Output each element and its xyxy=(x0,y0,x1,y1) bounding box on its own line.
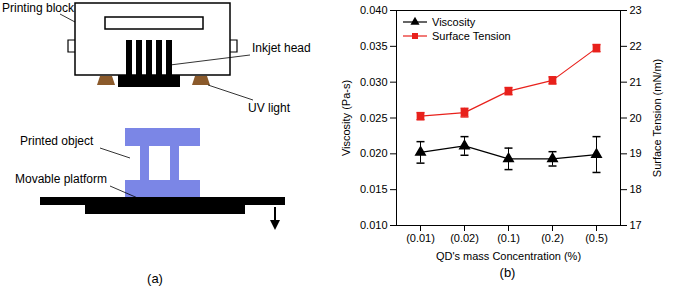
svg-text:UV light: UV light xyxy=(248,101,291,115)
svg-text:(0.02): (0.02) xyxy=(450,232,479,244)
svg-text:23: 23 xyxy=(630,4,642,16)
svg-text:Movable platform: Movable platform xyxy=(15,172,107,186)
svg-text:0.010: 0.010 xyxy=(360,219,388,231)
svg-text:(a): (a) xyxy=(147,271,163,286)
svg-text:0.030: 0.030 xyxy=(360,76,388,88)
svg-text:(0.01): (0.01) xyxy=(406,232,435,244)
svg-text:(0.5): (0.5) xyxy=(585,232,608,244)
html-text:(b): (b) xyxy=(499,265,516,280)
svg-text:0.020: 0.020 xyxy=(360,147,388,159)
svg-text:0.040: 0.040 xyxy=(360,4,388,16)
svg-text:18: 18 xyxy=(630,183,642,195)
svg-text:QD's mass Concentration (%): QD's mass Concentration (%) xyxy=(436,250,581,262)
svg-text:22: 22 xyxy=(630,40,642,52)
svg-text:0.025: 0.025 xyxy=(360,112,388,124)
svg-text:Printing block: Printing block xyxy=(2,1,75,15)
html-text:Surface Tension: Surface Tension xyxy=(432,30,511,42)
html-text:Viscosity: Viscosity xyxy=(432,16,476,28)
svg-text:0.035: 0.035 xyxy=(360,40,388,52)
svg-text:0.015: 0.015 xyxy=(360,183,388,195)
svg-text:Surface Tension (mN/m): Surface Tension (mN/m) xyxy=(651,59,663,177)
svg-text:20: 20 xyxy=(630,112,642,124)
svg-text:(0.1): (0.1) xyxy=(497,232,520,244)
svg-text:17: 17 xyxy=(630,219,642,231)
svg-text:Printed object: Printed object xyxy=(20,134,94,148)
svg-text:19: 19 xyxy=(630,147,642,159)
svg-text:Viscosity (Pa-s): Viscosity (Pa-s) xyxy=(340,80,352,156)
svg-text:Inkjet head: Inkjet head xyxy=(252,41,311,55)
svg-text:21: 21 xyxy=(630,76,642,88)
svg-text:(0.2): (0.2) xyxy=(541,232,564,244)
